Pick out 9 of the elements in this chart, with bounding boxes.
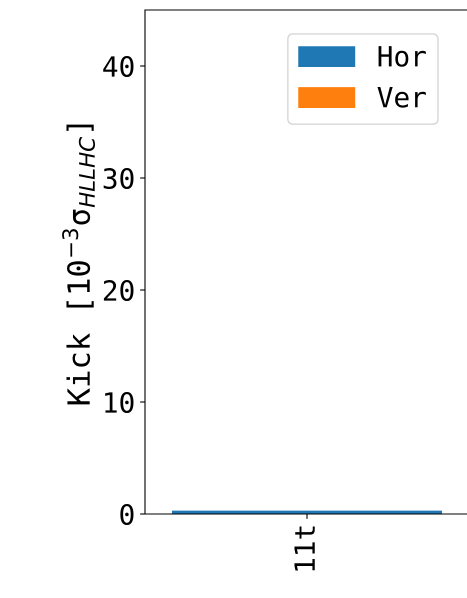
- y-tick-label: 30: [104, 168, 134, 190]
- legend-label: Ver: [378, 87, 426, 108]
- y-tick-label: 10: [105, 392, 134, 414]
- x-tick-label: 11t: [294, 526, 315, 571]
- y-tick-label: 40: [103, 56, 134, 78]
- y-tick-label: 20: [104, 280, 134, 302]
- y-axis-title: Kick [10$^{−3}$σ$_{HLLHC}$]: [62, 124, 96, 404]
- legend-label: Hor: [378, 46, 426, 67]
- y-tick-label: 0: [120, 504, 134, 526]
